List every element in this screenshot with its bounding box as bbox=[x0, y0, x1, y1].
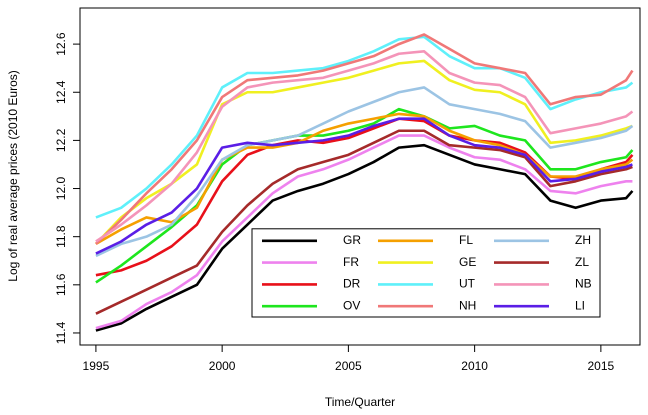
plot-frame bbox=[79, 7, 641, 346]
y-axis-title: Log of real average prices (2010 Euros) bbox=[6, 70, 20, 281]
legend-label: FL bbox=[459, 233, 473, 247]
legend-label: NB bbox=[575, 277, 592, 291]
x-tick-label: 2000 bbox=[209, 359, 236, 373]
legend-label: OV bbox=[343, 298, 360, 312]
x-tick-label: 2015 bbox=[588, 359, 615, 373]
series-line bbox=[95, 117, 633, 255]
y-tick-label: 12.6 bbox=[54, 32, 68, 56]
series-line bbox=[95, 143, 634, 332]
y-tick-label: 11.6 bbox=[54, 273, 68, 296]
legend-label: DR bbox=[343, 277, 361, 291]
y-tick-label: 11.4 bbox=[54, 321, 68, 344]
series-line bbox=[95, 86, 634, 258]
series-line bbox=[95, 35, 634, 219]
y-tick-label: 12.4 bbox=[54, 80, 68, 104]
legend-label: ZH bbox=[575, 233, 591, 247]
y-tick-label: 12.0 bbox=[54, 177, 68, 201]
legend-label: GE bbox=[459, 255, 476, 269]
series-line bbox=[94, 59, 633, 245]
x-tick-label: 2005 bbox=[335, 359, 362, 373]
x-tick-label: 2010 bbox=[461, 359, 488, 373]
legend-label: GR bbox=[343, 233, 361, 247]
y-tick-label: 11.8 bbox=[54, 225, 68, 248]
x-axis-title: Time/Quarter bbox=[325, 395, 395, 409]
legend-label: FR bbox=[343, 255, 359, 269]
legend-label: NH bbox=[459, 298, 476, 312]
series-line bbox=[95, 134, 633, 330]
legend-label: UT bbox=[459, 277, 476, 291]
series-line bbox=[95, 112, 634, 246]
series-line bbox=[95, 33, 634, 245]
series-line bbox=[95, 50, 634, 243]
legend-label: ZL bbox=[575, 255, 589, 269]
x-tick-label: 1995 bbox=[83, 359, 110, 373]
y-tick-label: 12.2 bbox=[54, 128, 68, 152]
legend-label: LI bbox=[575, 298, 585, 312]
legend-box bbox=[251, 228, 601, 318]
series-line bbox=[95, 129, 633, 315]
